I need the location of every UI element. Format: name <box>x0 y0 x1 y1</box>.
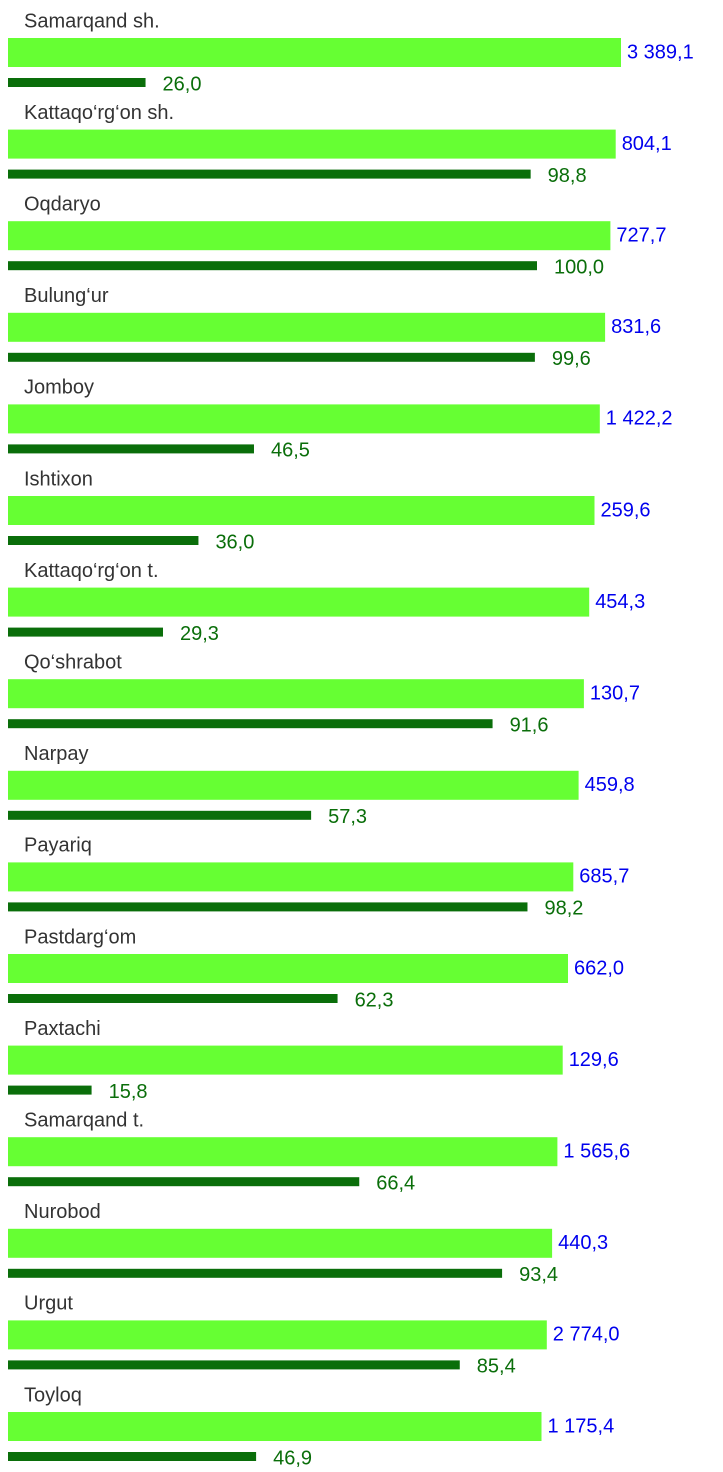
value-label: 98,8 <box>548 165 587 187</box>
bar <box>8 810 312 820</box>
category-label: Samarqand sh. <box>24 10 160 32</box>
bar <box>8 1085 92 1095</box>
value-label: 26,0 <box>163 73 202 95</box>
bar <box>8 994 338 1003</box>
category-label: Narpay <box>24 743 88 765</box>
bar <box>8 444 254 454</box>
bar <box>8 312 606 342</box>
bar <box>8 352 535 362</box>
category-label: Paxtachi <box>24 1018 101 1040</box>
value-label: 91,6 <box>510 714 549 736</box>
bar <box>8 1452 257 1461</box>
value-label: 727,7 <box>616 224 666 246</box>
value-label: 3 389,1 <box>627 41 694 63</box>
category-label: Payariq <box>24 835 92 857</box>
bar <box>8 679 584 709</box>
value-label: 57,3 <box>328 806 367 828</box>
value-label: 662,0 <box>574 957 624 979</box>
bar <box>8 169 531 179</box>
bar <box>8 78 146 87</box>
value-label: 130,7 <box>590 682 640 704</box>
bar <box>8 862 574 892</box>
bar <box>8 1412 542 1441</box>
category-label: Jomboy <box>24 377 94 399</box>
bar <box>8 221 611 251</box>
value-label: 259,6 <box>601 499 651 521</box>
bar <box>8 404 600 434</box>
value-label: 66,4 <box>376 1172 415 1194</box>
value-label: 459,8 <box>585 774 635 796</box>
bar <box>8 1177 360 1187</box>
value-label: 36,0 <box>215 531 254 553</box>
value-label: 62,3 <box>355 989 394 1011</box>
value-label: 15,8 <box>109 1081 148 1103</box>
bar <box>8 627 163 637</box>
value-label: 1 565,6 <box>563 1140 630 1162</box>
value-label: 46,5 <box>271 440 310 462</box>
bar <box>8 1320 547 1350</box>
category-label: Toyloq <box>24 1384 82 1406</box>
value-label: 85,4 <box>477 1356 516 1378</box>
value-label: 29,3 <box>180 623 219 645</box>
value-label: 454,3 <box>595 591 645 613</box>
category-label: Pastdarg‘om <box>24 926 136 948</box>
bar <box>8 536 199 545</box>
bar <box>8 770 579 800</box>
bar <box>8 1268 503 1278</box>
category-label: Kattaqo‘rg‘on sh. <box>24 102 174 124</box>
bar <box>8 129 616 159</box>
value-label: 804,1 <box>622 133 672 155</box>
category-label: Kattaqo‘rg‘on t. <box>24 560 159 582</box>
value-label: 440,3 <box>558 1232 608 1254</box>
category-label: Oqdaryo <box>24 193 101 215</box>
bar <box>8 719 493 729</box>
value-label: 129,6 <box>569 1049 619 1071</box>
value-label: 98,2 <box>544 898 583 920</box>
value-label: 2 774,0 <box>553 1324 620 1346</box>
value-label: 1 175,4 <box>548 1415 615 1437</box>
category-label: Urgut <box>24 1293 73 1315</box>
bar <box>8 38 621 67</box>
value-label: 685,7 <box>579 866 629 888</box>
value-label: 93,4 <box>519 1264 558 1286</box>
bar <box>8 954 568 983</box>
value-label: 1 422,2 <box>606 408 673 430</box>
category-label: Qo‘shrabot <box>24 651 122 673</box>
bar <box>8 1137 558 1167</box>
bar <box>8 1045 563 1075</box>
category-label: Samarqand t. <box>24 1109 144 1131</box>
value-label: 831,6 <box>611 316 661 338</box>
bar <box>8 902 528 912</box>
bar <box>8 1360 460 1370</box>
value-label: 100,0 <box>554 256 604 278</box>
category-label: Bulung‘ur <box>24 285 109 307</box>
bar <box>8 1228 553 1258</box>
category-label: Ishtixon <box>24 468 93 490</box>
value-label: 99,6 <box>552 348 591 370</box>
bar <box>8 261 537 271</box>
bar <box>8 496 595 525</box>
category-label: Nurobod <box>24 1201 101 1223</box>
value-label: 46,9 <box>273 1447 312 1469</box>
bar <box>8 587 590 617</box>
